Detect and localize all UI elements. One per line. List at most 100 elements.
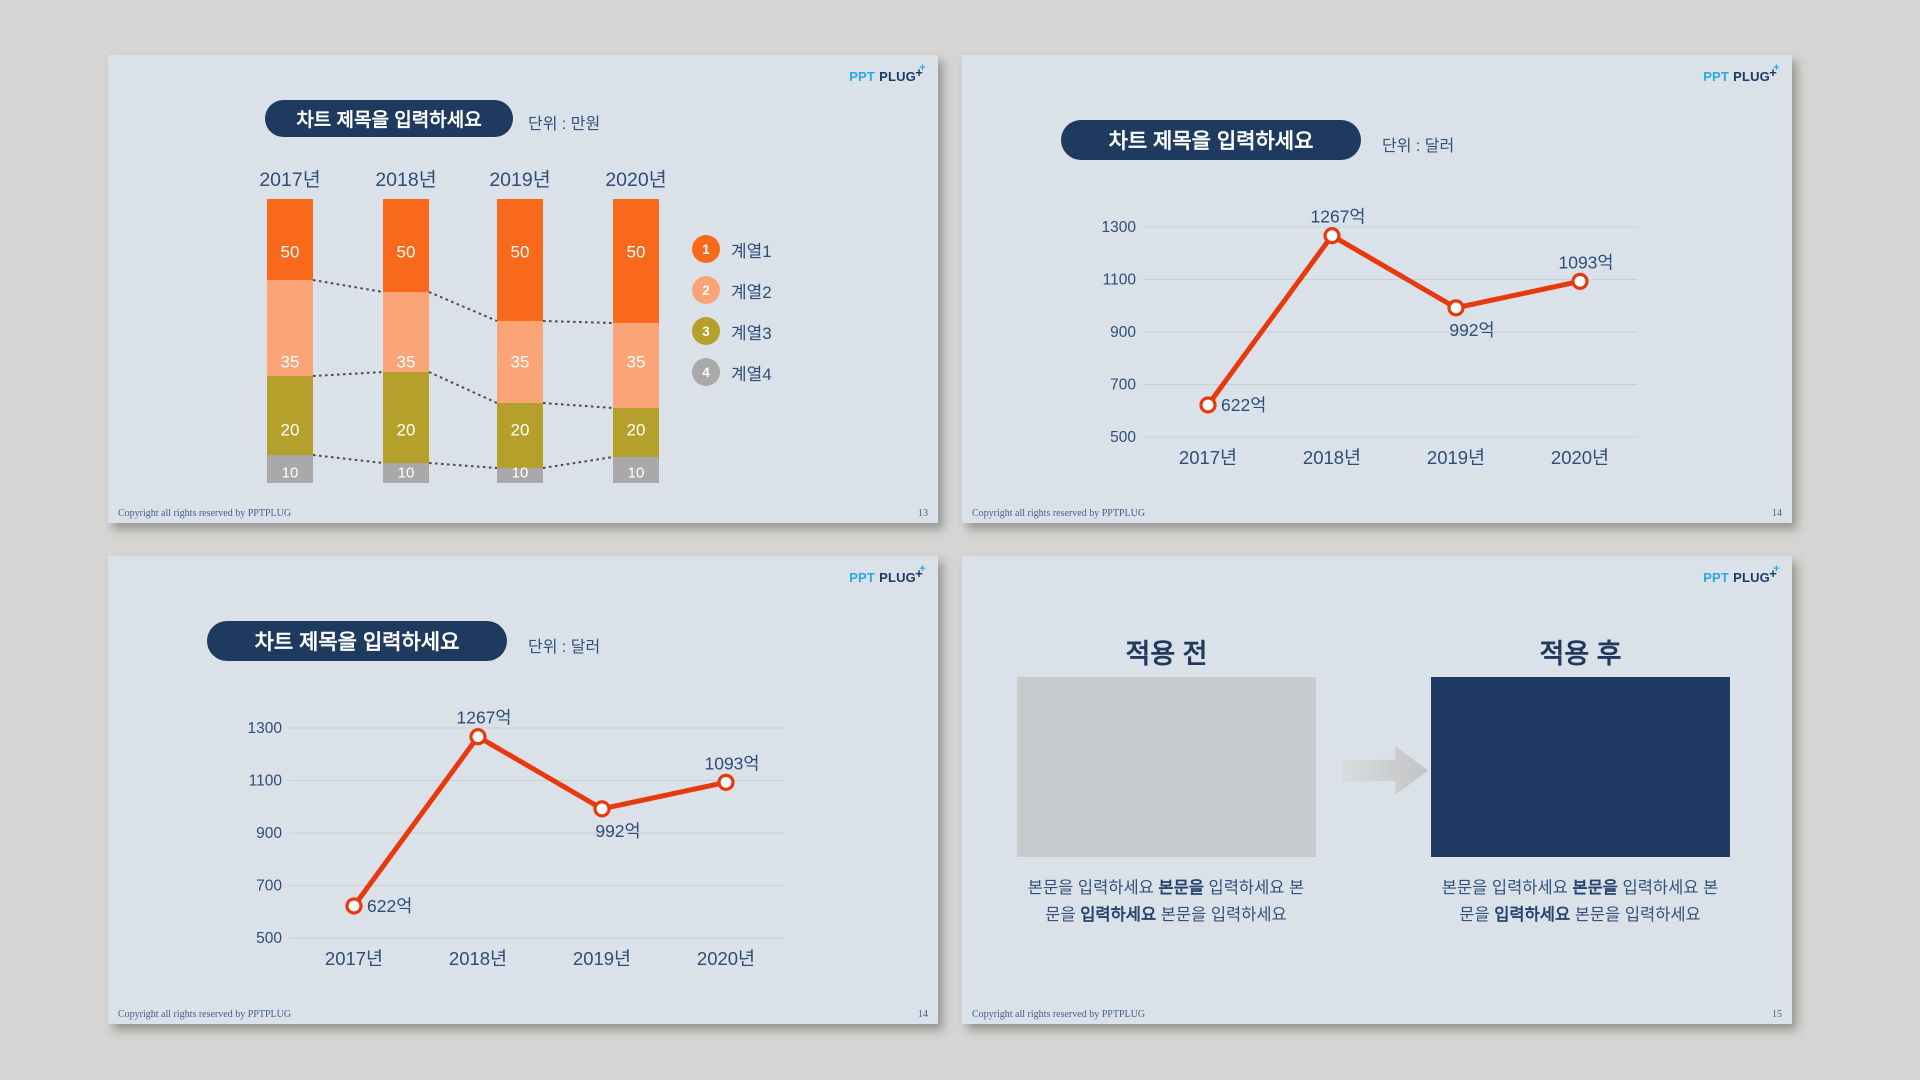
slide-line-chart[interactable]: PPT PLUG + + 차트 제목을 입력하세요 단위 : 달러 1300 1100 9… [962, 55, 1792, 523]
unit-label: 단위 : 달러 [528, 639, 601, 656]
unit-label: 단위 : 만원 [528, 116, 601, 133]
ppt-plug-logo: PPT PLUG + + [1703, 62, 1780, 84]
slide-footer: Copyright all rights reserved by PPTPLUG… [972, 1009, 1782, 1020]
svg-text:622억: 622억 [367, 896, 412, 916]
legend-label: 계열3 [731, 323, 772, 343]
stacked-bar-chart: 2017년 50 35 20 10 2018년 50 35 20 10 2019년 50 35 20 10 2… [259, 169, 667, 483]
slide-bar-chart[interactable]: PPT PLUG + + 차트 제목을 입력하세요 단위 : 만원 2017년 50 35… [108, 55, 938, 523]
svg-text:1267억: 1267억 [456, 708, 511, 728]
page-number: 14 [918, 1009, 928, 1020]
svg-text:2020년: 2020년 [697, 948, 755, 969]
page-number: 13 [918, 508, 928, 519]
legend-item: 1 계열1 [692, 235, 772, 263]
logo-ppt-text: PPT [849, 570, 876, 585]
svg-text:992억: 992억 [1449, 320, 1494, 340]
svg-text:2018년: 2018년 [1303, 447, 1361, 468]
slide-footer: Copyright all rights reserved by PPTPLUG… [118, 1009, 928, 1020]
svg-text:2017년: 2017년 [1179, 447, 1237, 468]
ppt-plug-logo: PPT PLUG + + [849, 62, 926, 84]
svg-text:2020년: 2020년 [1551, 447, 1609, 468]
slide-line-chart-copy[interactable]: PPT PLUG + + 차트 제목을 입력하세요 단위 : 달러 1300 1100 9… [108, 556, 938, 1024]
svg-text:1300: 1300 [1102, 219, 1137, 236]
plus-icon: + + [1769, 62, 1780, 80]
svg-text:35: 35 [397, 353, 416, 372]
svg-text:622억: 622억 [1221, 395, 1266, 415]
chart-title: 차트 제목을 입력하세요 [296, 110, 482, 131]
plus-icon: + + [915, 62, 926, 80]
svg-text:2019년: 2019년 [573, 948, 631, 969]
logo-plug-text: PLUG [1733, 570, 1770, 585]
svg-text:2020년: 2020년 [605, 169, 666, 191]
ppt-plug-logo: PPT PLUG + + [1703, 563, 1780, 585]
logo-ppt-text: PPT [849, 69, 876, 84]
chart-title-pill: 차트 제목을 입력하세요 [1061, 120, 1361, 160]
legend-item: 2 계열2 [692, 276, 772, 304]
svg-text:700: 700 [256, 878, 282, 895]
chart-title-pill: 차트 제목을 입력하세요 [207, 621, 507, 661]
before-placeholder-box [1017, 677, 1316, 857]
svg-text:10: 10 [628, 465, 645, 482]
svg-text:1100: 1100 [1103, 272, 1137, 289]
svg-text:50: 50 [511, 243, 530, 262]
copyright-text: Copyright all rights reserved by PPTPLUG [972, 1009, 1146, 1020]
svg-text:35: 35 [281, 353, 300, 372]
body-line: 본문을 입력하세요 본문을 입력하세요 본 [1027, 879, 1305, 897]
legend-item: 4 계열4 [692, 358, 772, 386]
svg-text:500: 500 [1110, 429, 1136, 446]
chart-title: 차트 제목을 입력하세요 [1108, 130, 1314, 153]
svg-text:35: 35 [627, 353, 646, 372]
legend-swatch: 3 [692, 317, 720, 345]
legend-item: 3 계열3 [692, 317, 772, 345]
copyright-text: Copyright all rights reserved by PPTPLUG [972, 508, 1146, 519]
svg-text:2018년: 2018년 [449, 948, 507, 969]
line-chart: 1300 1100 900 700 500 2017년 2018년 2019년 2020년 622… [1102, 207, 1638, 468]
body-line: 문을 입력하세요 본문을 입력하세요 [1045, 906, 1287, 924]
svg-text:10: 10 [512, 465, 529, 482]
copyright-text: Copyright all rights reserved by PPTPLUG [118, 508, 292, 519]
chart-title-pill: 차트 제목을 입력하세요 [265, 100, 513, 137]
legend-label: 계열1 [731, 241, 772, 261]
logo-plug-text: PLUG [1733, 69, 1770, 84]
svg-text:900: 900 [1110, 324, 1136, 341]
svg-text:2018년: 2018년 [375, 169, 436, 191]
svg-text:50: 50 [397, 243, 416, 262]
page-number: 15 [1772, 1009, 1782, 1020]
line-chart: 1300 1100 900 700 500 2017년 2018년 2019년 2020년 622… [248, 708, 784, 969]
svg-text:1300: 1300 [248, 720, 283, 737]
svg-text:900: 900 [256, 825, 282, 842]
copyright-text: Copyright all rights reserved by PPTPLUG [118, 1009, 292, 1020]
svg-text:50: 50 [281, 243, 300, 262]
after-heading: 적용 후 [1539, 639, 1622, 669]
svg-text:1100: 1100 [249, 773, 283, 790]
plus-icon: + + [1769, 563, 1780, 581]
arrow-right-icon [1342, 746, 1428, 795]
svg-text:10: 10 [282, 465, 299, 482]
after-body-text: 본문을 입력하세요 본문을 입력하세요 본 문을 입력하세요 본문을 입력하세요 [1410, 875, 1750, 929]
plus-icon: + + [915, 563, 926, 581]
svg-text:1093억: 1093억 [1558, 252, 1613, 272]
slide-before-after[interactable]: PPT PLUG + + 적용 전 적용 후 본문을 입력하세요 본문을 입력하세요 … [962, 556, 1792, 1024]
svg-text:20: 20 [397, 421, 416, 440]
unit-label: 단위 : 달러 [1382, 138, 1455, 155]
page-number: 14 [1772, 508, 1782, 519]
body-line: 문을 입력하세요 본문을 입력하세요 [1459, 906, 1701, 924]
logo-plug-text: PLUG [879, 570, 916, 585]
svg-text:992억: 992억 [595, 821, 640, 841]
legend-swatch: 2 [692, 276, 720, 304]
svg-text:2017년: 2017년 [259, 169, 320, 191]
logo-ppt-text: PPT [1703, 570, 1730, 585]
svg-text:2017년: 2017년 [325, 948, 383, 969]
svg-text:1093억: 1093억 [704, 753, 759, 773]
chart-legend: 1 계열1 2 계열2 3 계열3 4 계열4 [692, 235, 772, 399]
ppt-plug-logo: PPT PLUG + + [849, 563, 926, 585]
legend-label: 계열2 [731, 282, 772, 302]
svg-text:1267억: 1267억 [1310, 207, 1365, 227]
svg-text:20: 20 [511, 421, 530, 440]
svg-text:2019년: 2019년 [1427, 447, 1485, 468]
legend-swatch: 1 [692, 235, 720, 263]
legend-label: 계열4 [731, 364, 772, 384]
svg-text:500: 500 [256, 930, 282, 947]
legend-swatch: 4 [692, 358, 720, 386]
svg-text:35: 35 [511, 353, 530, 372]
